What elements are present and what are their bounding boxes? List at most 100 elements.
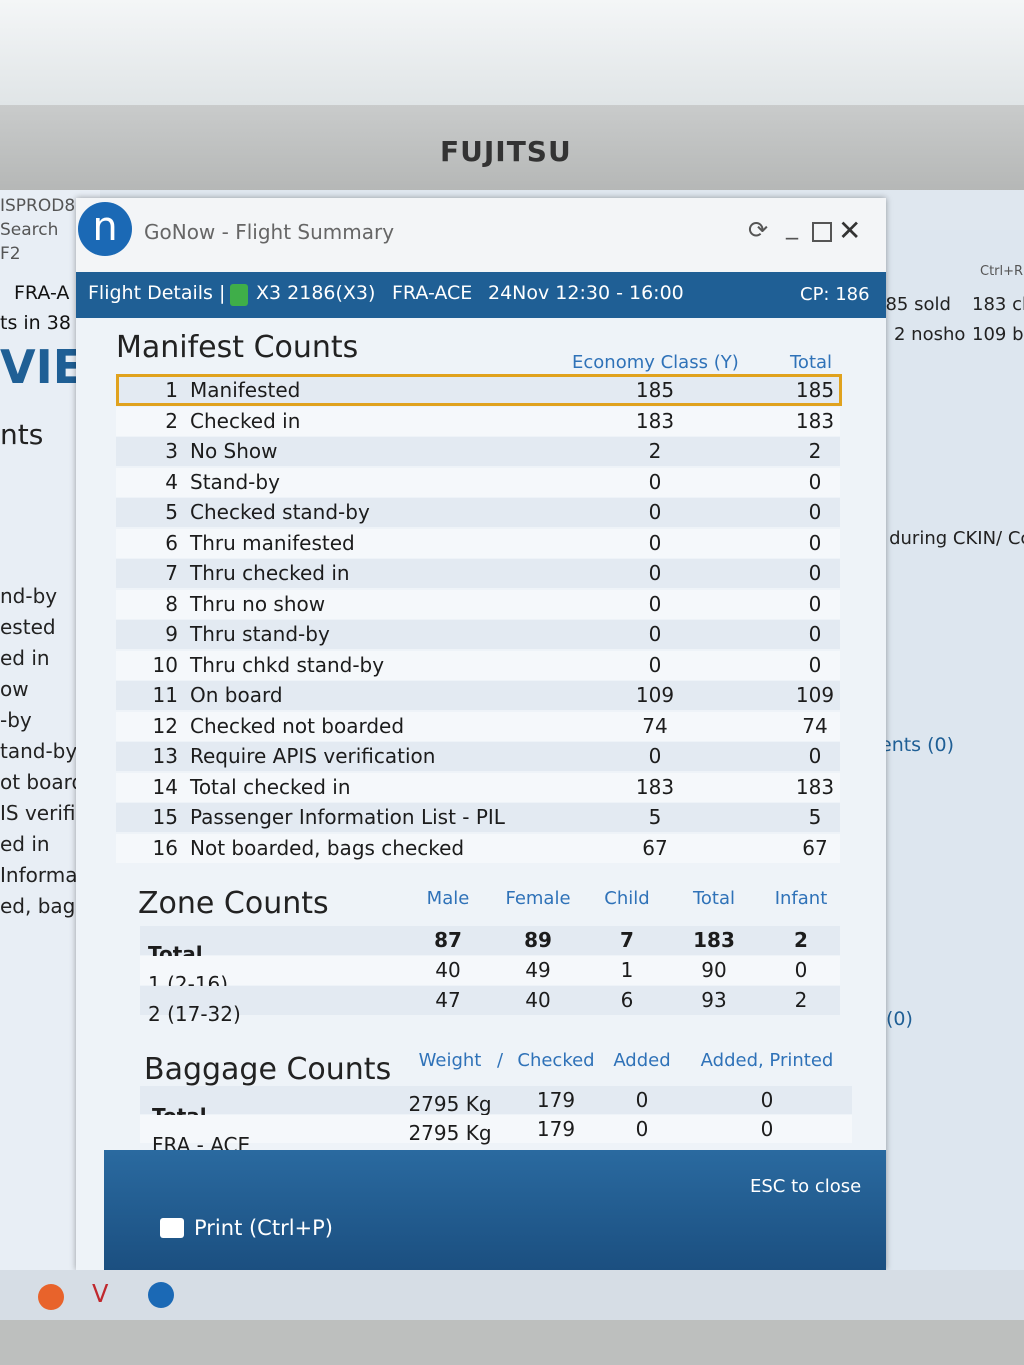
economy-count: 0 [648, 622, 662, 646]
zone-count: 90 [701, 958, 727, 982]
row-number: 11 [152, 683, 178, 707]
bg-list-item: Informat [0, 863, 86, 887]
column-header: Checked [517, 1050, 595, 1071]
row-label: Checked stand-by [190, 500, 370, 524]
column-header: Male [426, 888, 470, 909]
total-count: 183 [795, 774, 835, 799]
maximize-button[interactable] [812, 222, 832, 242]
economy-count: 185 [635, 378, 675, 402]
bg-text: ISPROD8 [0, 196, 76, 216]
row-label: Thru checked in [190, 561, 350, 585]
flight-bar: Flight Details | X3 2186(X3) FRA-ACE 24Nov … [76, 272, 886, 318]
table-row [116, 650, 840, 680]
table-row [116, 406, 840, 436]
flight-number: X3 2186(X3) [256, 282, 376, 304]
flight-route: FRA-ACE [392, 282, 473, 304]
bg-summary: 2 nosho [894, 324, 966, 345]
row-label: Passenger Information List - PIL [190, 805, 505, 829]
row-number: 7 [165, 561, 178, 585]
print-button[interactable]: Print (Ctrl+P) [160, 1216, 333, 1240]
bg-note: s during CKIN/ Cc [874, 528, 1024, 549]
close-hint: ESC to close [750, 1176, 862, 1197]
zone-count: 6 [620, 988, 634, 1012]
bg-heading: VIE [0, 340, 85, 394]
row-highlight [116, 374, 842, 406]
bg-list-item: nd-by [0, 584, 58, 608]
total-count: 5 [808, 805, 822, 829]
total-count: 0 [808, 652, 822, 677]
column-header: / [496, 1050, 504, 1071]
title-bar: n GoNow - Flight Summary ⟳ _ ✕ [76, 198, 886, 272]
total-count: 0 [808, 469, 822, 494]
row-label: Thru manifested [190, 530, 355, 555]
column-header: Female [505, 888, 571, 909]
minimize-button[interactable]: _ [786, 212, 798, 240]
bg-summary: 109 br [972, 324, 1024, 345]
row-label: On board [190, 683, 283, 707]
table-row [116, 437, 840, 466]
bg-list-item: ested [0, 615, 56, 639]
firefox-icon[interactable] [38, 1284, 64, 1310]
column-header: Child [604, 888, 650, 909]
total-count: 74 [802, 713, 828, 738]
bg-list-item: -by [0, 708, 32, 732]
row-label: Require APIS verification [190, 744, 436, 768]
close-button[interactable]: ✕ [838, 214, 862, 247]
zone-count: 93 [701, 988, 727, 1012]
table-row [116, 589, 840, 619]
economy-count: 0 [648, 591, 662, 616]
table-row [116, 681, 840, 710]
row-label: Manifested [190, 378, 301, 402]
app-logo: n [78, 202, 132, 256]
row-number: 9 [165, 622, 178, 646]
refresh-button[interactable]: ⟳ [748, 216, 769, 244]
app-icon[interactable]: ᐯ [92, 1280, 109, 1308]
row-number: 5 [165, 500, 178, 524]
economy-count: 183 [635, 774, 675, 799]
total-count: 183 [795, 408, 835, 433]
bg-shortcut: Ctrl+R [980, 264, 1024, 279]
bg-list-item: ed in [0, 832, 50, 856]
total-count: 2 [808, 439, 822, 463]
economy-count: 183 [635, 408, 675, 433]
bg-route: FRA-A [14, 282, 70, 304]
baggage-count: 0 [635, 1117, 649, 1141]
column-header: Weight [418, 1050, 482, 1071]
row-number: 1 [165, 378, 178, 402]
row-label: Thru chkd stand-by [190, 652, 385, 677]
table-row [116, 559, 840, 588]
row-number: 2 [165, 408, 178, 433]
zone-count: 89 [524, 928, 552, 952]
row-number: 3 [165, 439, 178, 463]
bg-count: ts in 38 [0, 312, 71, 334]
economy-count: 2 [648, 439, 662, 463]
economy-count: 67 [642, 835, 668, 860]
content: Manifest Counts Economy Class (Y) Total 1 Ma… [76, 318, 886, 1157]
bg-summary: 183 ck [972, 294, 1024, 315]
zone-count: 40 [525, 988, 551, 1012]
table-row [140, 1086, 852, 1114]
bg-list-item: IS verific [0, 801, 87, 825]
table-row [116, 803, 840, 832]
row-number: 13 [152, 744, 178, 768]
table-row [116, 498, 840, 527]
flight-icon [230, 284, 248, 306]
table-row [116, 376, 840, 405]
baggage-weight: 2795 Kg [408, 1092, 492, 1116]
total-count: 0 [808, 744, 822, 768]
zone-count: 40 [435, 958, 461, 982]
bg-text: Search [0, 220, 59, 240]
gonow-icon[interactable] [148, 1282, 174, 1308]
bg-link: ents (0) [880, 734, 955, 756]
baggage-count: 0 [635, 1088, 649, 1112]
section-title: Manifest Counts [116, 330, 359, 365]
zone-label: 2 (17-32) [148, 1002, 241, 1026]
baggage-weight: 2795 Kg [408, 1121, 492, 1145]
column-header: Economy Class (Y) [572, 352, 739, 373]
baggage-count: 179 [536, 1088, 576, 1112]
zone-count: 0 [794, 958, 808, 982]
zone-count: 1 [620, 958, 634, 982]
table-row [140, 1115, 852, 1143]
flight-label: Flight Details | [88, 282, 226, 304]
